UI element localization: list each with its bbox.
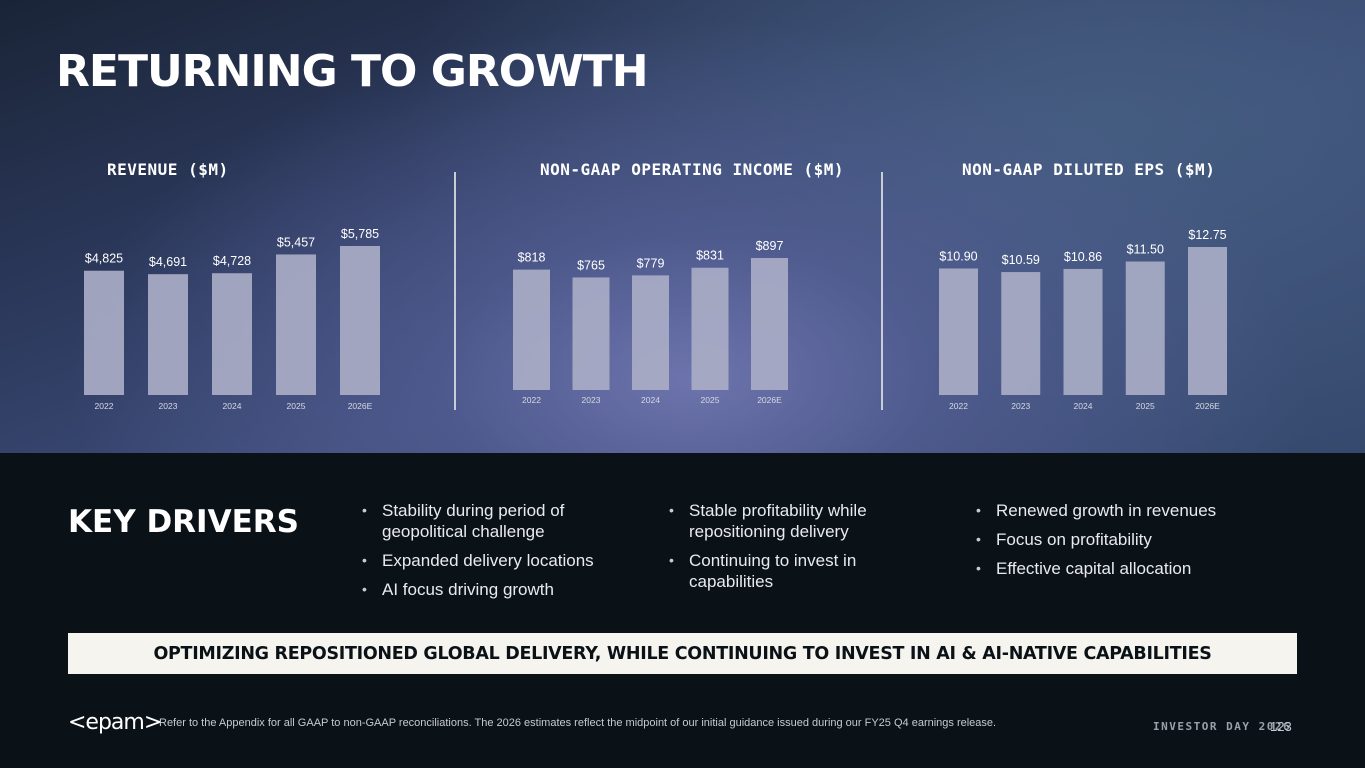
operating-income-value-label: $779	[637, 256, 665, 270]
operating-income-chart: $818 2022 $765 2023 $779 2024 $831 2025 $897 2026…	[513, 239, 788, 405]
operating-income-bar-2023	[572, 277, 610, 390]
revenue-value-label: $4,691	[149, 255, 187, 269]
revenue-chart: $4,825 2022 $4,691 2023 $4,728 2024 $5,457 2025…	[84, 227, 380, 411]
revenue-tick-label: 2026E	[348, 401, 373, 411]
operating-income-value-label: $831	[696, 249, 724, 263]
eps-tick-label: 2026E	[1195, 401, 1220, 411]
driver-item: Stable profitability while repositioning…	[669, 500, 939, 542]
revenue-bar-2022	[84, 270, 124, 395]
operating-income-tick-label: 2022	[522, 395, 541, 405]
eps-value-label: $10.59	[1002, 253, 1040, 267]
revenue-bar-2026E	[340, 246, 380, 395]
operating-income-bar-2025	[691, 267, 729, 390]
revenue-bar-2023	[148, 274, 188, 395]
eps-tick-label: 2025	[1136, 401, 1155, 411]
driver-item: Expanded delivery locations	[362, 550, 632, 571]
eps-bar-2023	[1001, 272, 1041, 395]
eps-chart: $10.90 2022 $10.59 2023 $10.86 2024 $11.50 2025…	[939, 228, 1227, 411]
drivers-column-3: Renewed growth in revenues Focus on prof…	[976, 500, 1266, 587]
revenue-tick-label: 2024	[223, 401, 242, 411]
operating-income-bar-2026E	[751, 258, 788, 390]
driver-item: Focus on profitability	[976, 529, 1266, 550]
driver-item: Stability during period of geopolitical …	[362, 500, 632, 542]
eps-value-label: $10.90	[939, 249, 977, 263]
eps-bar-2022	[939, 268, 978, 395]
eps-tick-label: 2024	[1074, 401, 1093, 411]
revenue-value-label: $5,785	[341, 227, 379, 241]
eps-value-label: $11.50	[1127, 243, 1164, 257]
operating-income-tick-label: 2026E	[757, 395, 782, 405]
eps-chart-title: NON-GAAP DILUTED EPS ($M)	[962, 160, 1216, 179]
epam-logo: <epam>	[68, 710, 162, 735]
eps-value-label: $12.75	[1188, 228, 1226, 242]
revenue-bar-2025	[276, 254, 316, 395]
eps-bar-2026E	[1188, 247, 1227, 395]
eps-value-label: $10.86	[1064, 250, 1102, 264]
revenue-value-label: $4,825	[85, 252, 123, 266]
strategy-banner: OPTIMIZING REPOSITIONED GLOBAL DELIVERY,…	[68, 633, 1297, 674]
operating-income-tick-label: 2024	[641, 395, 660, 405]
operating-income-chart-title: NON-GAAP OPERATING INCOME ($M)	[540, 160, 844, 179]
operating-income-tick-label: 2025	[701, 395, 720, 405]
operating-income-value-label: $897	[756, 239, 784, 253]
operating-income-tick-label: 2023	[582, 395, 601, 405]
operating-income-bar-2024	[632, 275, 669, 390]
driver-item: Renewed growth in revenues	[976, 500, 1266, 521]
event-label: INVESTOR DAY 2026	[1153, 720, 1292, 733]
revenue-value-label: $4,728	[213, 254, 251, 268]
eps-bar-2024	[1063, 268, 1103, 395]
footnote: Refer to the Appendix for all GAAP to no…	[159, 717, 997, 729]
revenue-bar-2024	[212, 273, 252, 395]
revenue-tick-label: 2023	[159, 401, 178, 411]
operating-income-value-label: $765	[577, 258, 605, 272]
drivers-column-1: Stability during period of geopolitical …	[362, 500, 632, 608]
eps-bar-2025	[1125, 261, 1165, 395]
eps-tick-label: 2023	[1011, 401, 1030, 411]
driver-item: AI focus driving growth	[362, 579, 632, 600]
drivers-column-2: Stable profitability while repositioning…	[669, 500, 939, 600]
revenue-chart-title: REVENUE ($M)	[107, 160, 229, 179]
revenue-value-label: $5,457	[277, 235, 315, 249]
chart-divider	[454, 172, 456, 410]
operating-income-value-label: $818	[518, 251, 546, 265]
page-title: RETURNING TO GROWTH	[56, 46, 649, 97]
driver-item: Effective capital allocation	[976, 558, 1266, 579]
revenue-tick-label: 2025	[287, 401, 306, 411]
chart-divider	[881, 172, 883, 410]
revenue-tick-label: 2022	[95, 401, 114, 411]
eps-tick-label: 2022	[949, 401, 968, 411]
page-number: 123	[1270, 719, 1292, 734]
operating-income-bar-2022	[513, 269, 550, 390]
key-drivers-title: KEY DRIVERS	[68, 504, 299, 540]
driver-item: Continuing to invest in capabilities	[669, 550, 939, 592]
